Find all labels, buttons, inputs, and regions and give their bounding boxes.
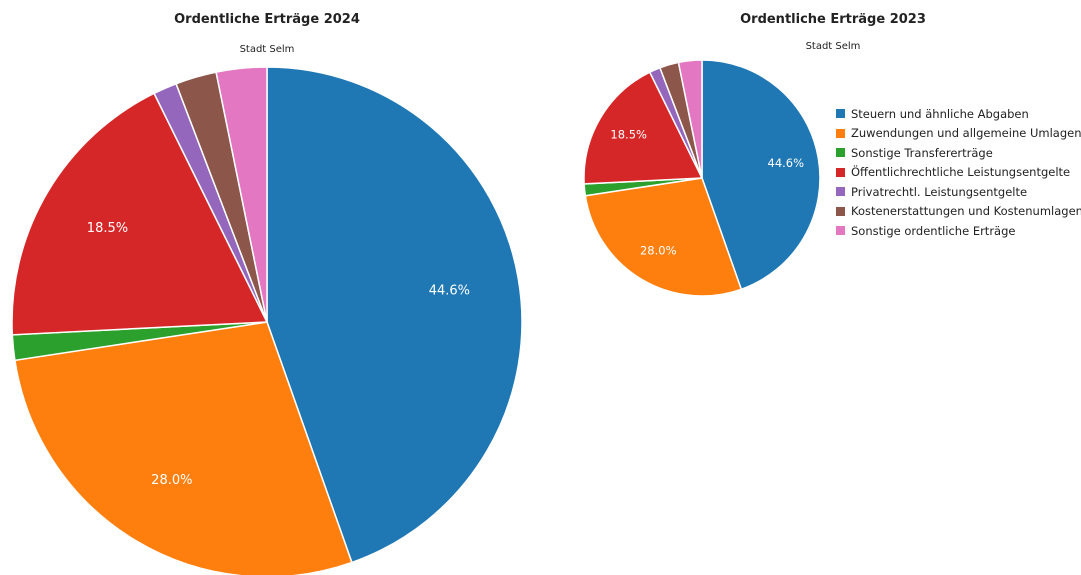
pie-value-label-0-0: 44.6% (429, 283, 470, 298)
chart-subtitle-2023: Stadt Selm (805, 41, 861, 52)
pie-value-label-1-1: 28.0% (640, 243, 677, 257)
legend-swatch (836, 109, 845, 119)
pie-slice-1-6[interactable] (677, 59, 703, 179)
legend-item-2[interactable]: Sonstige Transfererträge (836, 143, 1081, 163)
legend-swatch (836, 167, 845, 177)
legend-item-1[interactable]: Zuwendungen und allgemeine Umlagen (836, 124, 1081, 144)
pie-value-label-0-1: 28.0% (151, 473, 192, 488)
legend-swatch (836, 128, 845, 138)
legend-swatch (836, 187, 845, 197)
legend-label: Steuern und ähnliche Abgaben (851, 106, 1029, 121)
legend-item-5[interactable]: Kostenerstattungen und Kostenumlagen (836, 202, 1081, 222)
chart-title-2023: Ordentliche Erträge 2023 (740, 12, 926, 27)
chart-subtitle-2024: Stadt Selm (239, 44, 295, 55)
chart-legend: Steuern und ähnliche Abgaben Zuwendungen … (836, 104, 1081, 241)
pie-slice-0-0[interactable] (266, 66, 523, 564)
legend-label: Kostenerstattungen und Kostenumlagen (851, 204, 1081, 219)
legend-label: Öffentlichrechtliche Leistungsentgelte (851, 165, 1071, 180)
legend-swatch (836, 148, 845, 158)
legend-label: Sonstige Transfererträge (851, 145, 993, 160)
pie-chart-2023: 44.6% 28.0% 18.5% (583, 59, 821, 297)
legend-label: Privatrechtl. Leistungsentgelte (851, 184, 1028, 199)
legend-item-6[interactable]: Sonstige ordentliche Erträge (836, 221, 1081, 241)
pie-slice-0-6[interactable] (215, 66, 268, 323)
pie-slice-1-0[interactable] (701, 59, 821, 291)
pie-slice-1-3[interactable] (583, 71, 704, 185)
pie-chart-2024: 44.6% 28.0% 18.5% (11, 66, 523, 575)
legend-swatch (836, 206, 845, 216)
legend-item-3[interactable]: Öffentlichrechtliche Leistungsentgelte (836, 163, 1081, 183)
chart-title-2024: Ordentliche Erträge 2024 (174, 12, 360, 27)
legend-label: Sonstige ordentliche Erträge (851, 223, 1016, 238)
pie-value-label-0-3: 18.5% (87, 221, 128, 236)
pie-value-label-1-3: 18.5% (610, 127, 647, 141)
pie-slice-0-3[interactable] (11, 92, 269, 336)
legend-swatch (836, 226, 845, 236)
pie-slice-0-1[interactable] (14, 321, 353, 575)
legend-label: Zuwendungen und allgemeine Umlagen (851, 126, 1081, 141)
legend-item-0[interactable]: Steuern und ähnliche Abgaben (836, 104, 1081, 124)
pie-value-label-1-0: 44.6% (768, 156, 805, 170)
pie-slice-1-1[interactable] (584, 177, 743, 297)
legend-item-4[interactable]: Privatrechtl. Leistungsentgelte (836, 182, 1081, 202)
